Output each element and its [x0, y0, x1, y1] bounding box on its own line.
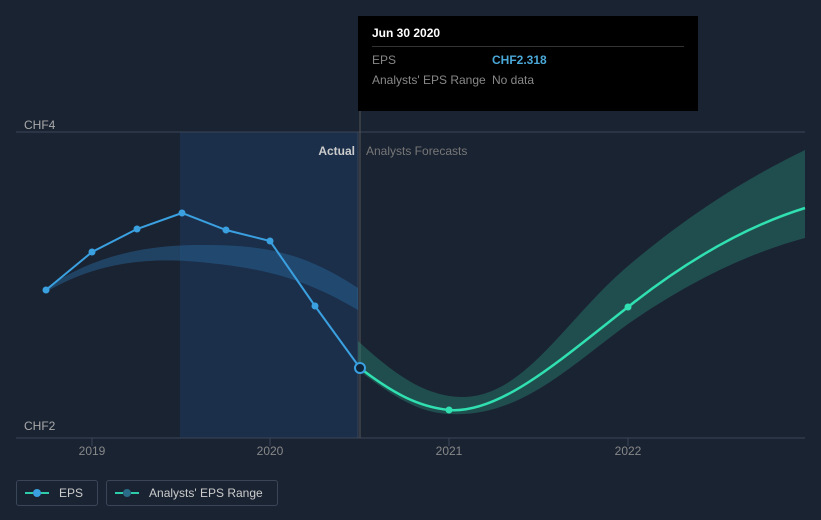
legend: EPS Analysts' EPS Range	[16, 480, 278, 506]
x-axis-labels: 2019 2020 2021 2022	[0, 444, 821, 464]
eps-chart-container: { "tooltip": { "date": "Jun 30 2020", "r…	[0, 0, 821, 520]
tooltip: Jun 30 2020 EPS CHF2.318 Analysts' EPS R…	[358, 16, 698, 111]
y-axis-label-top: CHF4	[24, 118, 55, 132]
region-label-actual: Actual	[318, 144, 355, 158]
tooltip-label-eps: EPS	[372, 53, 492, 67]
tooltip-row-eps: EPS CHF2.318	[372, 47, 684, 67]
tooltip-value-eps: CHF2.318	[492, 53, 547, 67]
x-label-2021: 2021	[436, 444, 463, 458]
x-label-2022: 2022	[615, 444, 642, 458]
legend-swatch-range	[115, 489, 139, 497]
legend-label-eps: EPS	[59, 486, 83, 500]
legend-item-eps[interactable]: EPS	[16, 480, 98, 506]
legend-label-range: Analysts' EPS Range	[149, 486, 263, 500]
tooltip-row-range: Analysts' EPS Range No data	[372, 67, 684, 87]
active-marker	[355, 363, 365, 373]
legend-item-range[interactable]: Analysts' EPS Range	[106, 480, 278, 506]
eps-band-forecast	[358, 150, 805, 414]
x-label-2019: 2019	[79, 444, 106, 458]
tooltip-label-range: Analysts' EPS Range	[372, 73, 492, 87]
legend-swatch-eps	[25, 489, 49, 497]
tooltip-value-range: No data	[492, 73, 534, 87]
region-label-forecast: Analysts Forecasts	[366, 144, 467, 158]
tooltip-date: Jun 30 2020	[372, 26, 684, 47]
x-label-2020: 2020	[257, 444, 284, 458]
y-axis-label-bottom: CHF2	[24, 419, 55, 433]
